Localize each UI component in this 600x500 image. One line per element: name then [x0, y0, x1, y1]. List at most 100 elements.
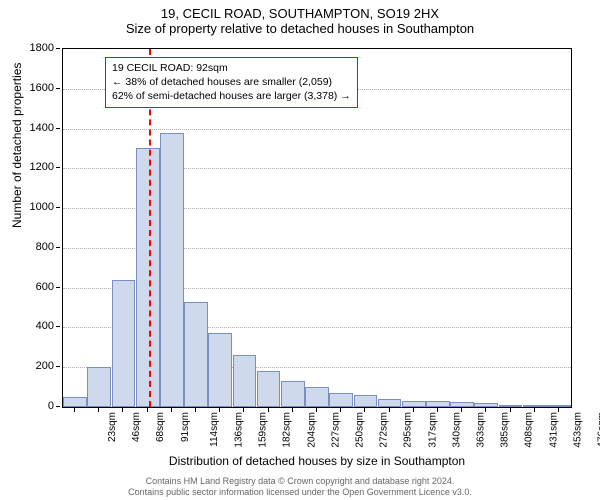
x-tick-mark: [510, 408, 511, 412]
y-tick-label: 1400: [30, 122, 54, 134]
footer-line-2: Contains public sector information licen…: [0, 487, 600, 498]
x-tick-label: 408sqm: [524, 412, 535, 448]
y-tick-mark: [56, 48, 60, 49]
title-address: 19, CECIL ROAD, SOUTHAMPTON, SO19 2HX: [0, 6, 600, 21]
x-tick-mark: [461, 408, 462, 412]
gridline: [63, 129, 571, 130]
x-tick-label: 431sqm: [548, 412, 559, 448]
x-tick-label: 159sqm: [258, 412, 269, 448]
x-tick-label: 363sqm: [476, 412, 487, 448]
histogram-bar: [208, 333, 232, 407]
x-axis-label: Distribution of detached houses by size …: [62, 454, 572, 468]
x-tick-mark: [534, 408, 535, 412]
x-tick-label: 68sqm: [155, 412, 166, 442]
title-block: 19, CECIL ROAD, SOUTHAMPTON, SO19 2HX Si…: [0, 0, 600, 36]
x-tick-mark: [147, 408, 148, 412]
x-tick-mark: [485, 408, 486, 412]
y-tick-mark: [56, 366, 60, 367]
y-tick-mark: [56, 88, 60, 89]
x-tick-mark: [558, 408, 559, 412]
y-tick-mark: [56, 406, 60, 407]
histogram-bar: [87, 367, 111, 407]
histogram-bar: [112, 280, 136, 407]
x-tick-mark: [316, 408, 317, 412]
title-subtitle: Size of property relative to detached ho…: [0, 21, 600, 36]
x-tick-mark: [171, 408, 172, 412]
y-tick-mark: [56, 128, 60, 129]
x-tick-label: 114sqm: [209, 412, 220, 447]
info-box-line-larger: 62% of semi-detached houses are larger (…: [112, 89, 351, 103]
histogram-bar: [257, 371, 281, 407]
histogram-bar: [136, 148, 160, 407]
info-box-title: 19 CECIL ROAD: 92sqm: [112, 61, 351, 75]
x-tick-mark: [389, 408, 390, 412]
y-tick-label: 1600: [30, 82, 54, 94]
histogram-bar: [450, 402, 474, 407]
x-axis: 23sqm 46sqm 68sqm 91sqm 114sqm 136sqm 159sqm 18…: [62, 408, 572, 458]
histogram-bar: [547, 405, 571, 407]
x-tick-mark: [364, 408, 365, 412]
y-tick-label: 1000: [30, 201, 54, 213]
footer-line-1: Contains HM Land Registry data © Crown c…: [0, 476, 600, 487]
x-tick-label: 385sqm: [500, 412, 511, 448]
x-tick-label: 204sqm: [306, 412, 317, 448]
histogram-bar: [402, 401, 426, 407]
x-tick-label: 91sqm: [180, 412, 191, 442]
y-axis: 020040060080010001200140016001800: [0, 48, 60, 408]
x-tick-mark: [340, 408, 341, 412]
x-tick-label: 46sqm: [131, 412, 142, 442]
chart-container: 19, CECIL ROAD, SOUTHAMPTON, SO19 2HX Si…: [0, 0, 600, 500]
x-tick-label: 317sqm: [427, 412, 438, 448]
histogram-bar: [426, 401, 450, 407]
y-tick-mark: [56, 247, 60, 248]
x-tick-mark: [122, 408, 123, 412]
x-tick-mark: [413, 408, 414, 412]
info-box-line-smaller: ← 38% of detached houses are smaller (2,…: [112, 75, 351, 89]
x-tick-mark: [98, 408, 99, 412]
x-tick-mark: [195, 408, 196, 412]
y-tick-label: 600: [36, 281, 54, 293]
x-tick-mark: [292, 408, 293, 412]
y-tick-label: 800: [36, 241, 54, 253]
footer-attribution: Contains HM Land Registry data © Crown c…: [0, 476, 600, 499]
histogram-bar: [281, 381, 305, 407]
x-tick-label: 250sqm: [355, 412, 366, 448]
x-tick-label: 272sqm: [379, 412, 390, 448]
x-tick-label: 23sqm: [107, 412, 118, 442]
histogram-bar: [499, 405, 523, 407]
info-box: 19 CECIL ROAD: 92sqm← 38% of detached ho…: [105, 57, 358, 108]
x-tick-label: 295sqm: [403, 412, 414, 448]
histogram-bar: [474, 403, 498, 407]
y-tick-label: 400: [36, 320, 54, 332]
y-tick-mark: [56, 287, 60, 288]
x-tick-mark: [243, 408, 244, 412]
x-tick-mark: [219, 408, 220, 412]
x-tick-label: 182sqm: [282, 412, 293, 448]
x-tick-mark: [74, 408, 75, 412]
x-tick-label: 227sqm: [330, 412, 341, 448]
histogram-bar: [378, 399, 402, 407]
x-tick-label: 476sqm: [596, 412, 600, 448]
histogram-bar: [329, 393, 353, 407]
y-tick-mark: [56, 207, 60, 208]
histogram-bar: [160, 133, 184, 407]
x-tick-label: 136sqm: [234, 412, 245, 448]
histogram-bar: [233, 355, 257, 407]
y-tick-mark: [56, 326, 60, 327]
histogram-bar: [184, 302, 208, 407]
histogram-bar: [523, 405, 547, 407]
plot-inner: 19 CECIL ROAD: 92sqm← 38% of detached ho…: [63, 49, 571, 407]
y-tick-mark: [56, 167, 60, 168]
y-tick-label: 200: [36, 360, 54, 372]
y-tick-label: 1800: [30, 42, 54, 54]
y-tick-label: 0: [48, 400, 54, 412]
histogram-bar: [305, 387, 329, 407]
plot-area: 19 CECIL ROAD: 92sqm← 38% of detached ho…: [62, 48, 572, 408]
x-tick-mark: [268, 408, 269, 412]
y-tick-label: 1200: [30, 161, 54, 173]
x-tick-mark: [437, 408, 438, 412]
x-tick-label: 340sqm: [451, 412, 462, 448]
x-tick-label: 453sqm: [572, 412, 583, 448]
histogram-bar: [354, 395, 378, 407]
histogram-bar: [63, 397, 87, 407]
